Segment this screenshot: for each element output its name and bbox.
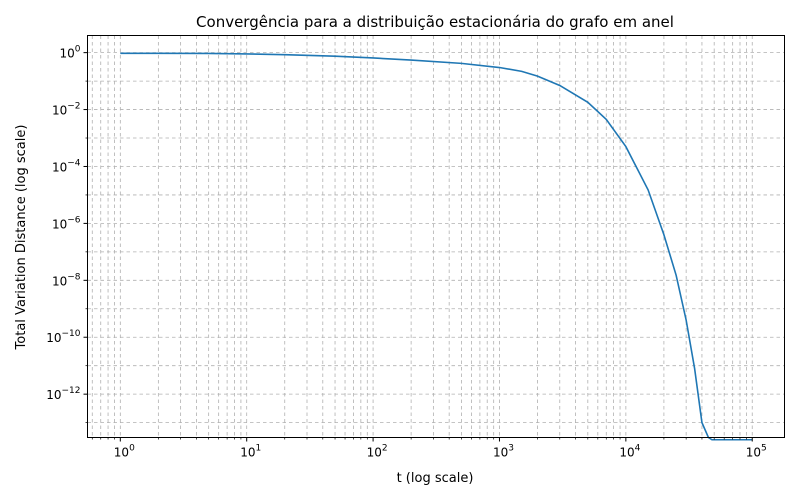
y-tick-label: 10−12 <box>46 386 80 402</box>
y-tick-label: 10−8 <box>52 272 81 288</box>
x-tick-label: 102 <box>367 444 388 460</box>
grid-lines <box>87 35 785 438</box>
axis-ticks: 100 101 102 103 104 105 100 10−2 10−4 10−6 10−8 10−… <box>46 45 767 460</box>
x-tick-label: 105 <box>746 444 767 460</box>
chart-title: Convergência para a distribuição estacio… <box>196 13 674 31</box>
y-tick-label: 10−10 <box>46 329 81 345</box>
y-tick-label: 100 <box>59 45 80 61</box>
series-line <box>120 52 753 441</box>
x-axis-label: t (log scale) <box>397 471 474 486</box>
y-tick-label: 10−6 <box>52 215 81 231</box>
x-tick-label: 104 <box>619 444 640 460</box>
x-tick-label: 101 <box>240 444 261 460</box>
plot-frame <box>87 35 785 438</box>
y-tick-label: 10−4 <box>52 158 81 174</box>
x-tick-label: 100 <box>114 444 135 460</box>
x-tick-label: 103 <box>493 444 514 460</box>
y-axis-label: Total Variation Distance (log scale) <box>14 125 29 351</box>
y-tick-label: 10−2 <box>52 102 81 118</box>
